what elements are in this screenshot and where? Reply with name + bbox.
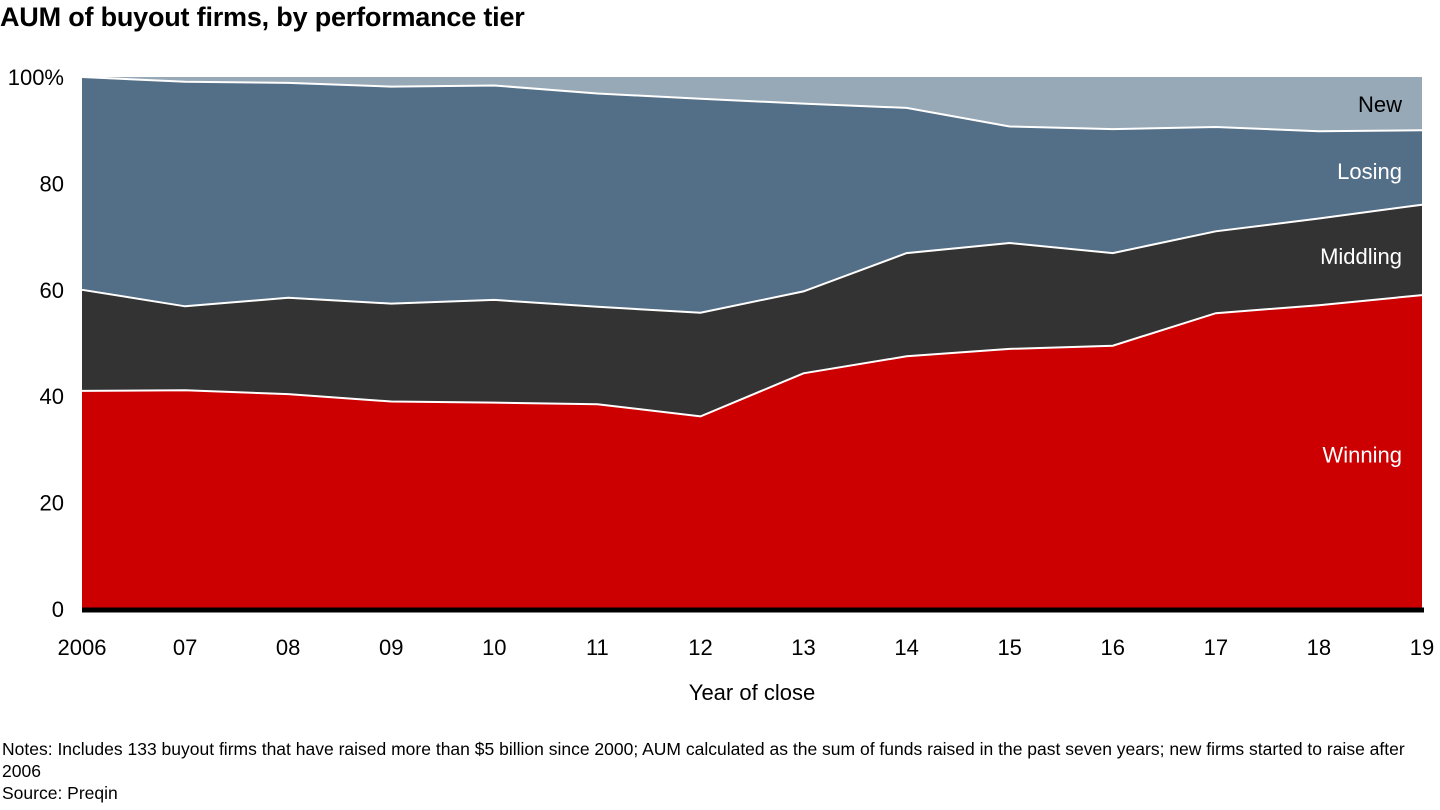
chart-title: AUM of buyout firms, by performance tier xyxy=(0,2,525,32)
x-tick-label: 18 xyxy=(1307,635,1331,660)
area-layers xyxy=(81,76,1423,609)
series-label-winning: Winning xyxy=(1323,443,1402,468)
series-label-losing: Losing xyxy=(1337,159,1402,184)
x-tick-label: 15 xyxy=(997,635,1021,660)
x-tick-label: 19 xyxy=(1410,635,1434,660)
stacked-area-chart: 0 20 40 60 80 100% 2006 07 08 09 10 11 12 13 14 15 16 17… xyxy=(8,65,1435,705)
x-tick-label: 10 xyxy=(482,635,506,660)
series-label-new: New xyxy=(1358,92,1402,117)
x-tick-label: 13 xyxy=(791,635,815,660)
x-tick-label: 09 xyxy=(379,635,403,660)
series-label-middling: Middling xyxy=(1320,244,1402,269)
boundary-line-winning xyxy=(81,294,1423,418)
area-losing xyxy=(82,77,1422,313)
area-middling xyxy=(82,204,1422,417)
source-text: Source: Preqin xyxy=(2,783,118,803)
area-new xyxy=(82,77,1422,132)
y-tick-label: 80 xyxy=(40,171,64,196)
x-tick-label: 12 xyxy=(688,635,712,660)
area-winning xyxy=(82,295,1422,609)
y-axis: 0 20 40 60 80 100% xyxy=(8,65,64,622)
boundary-line-middling xyxy=(81,203,1423,314)
y-tick-label: 100% xyxy=(8,65,64,90)
y-tick-label: 40 xyxy=(40,384,64,409)
x-tick-label: 16 xyxy=(1101,635,1125,660)
boundary-line-losing xyxy=(81,76,1423,133)
x-axis: 2006 07 08 09 10 11 12 13 14 15 16 17 18 19 Year of cl… xyxy=(58,607,1434,705)
x-tick-label: 07 xyxy=(173,635,197,660)
x-tick-label: 2006 xyxy=(58,635,107,660)
x-tick-label: 17 xyxy=(1204,635,1228,660)
y-tick-label: 20 xyxy=(40,491,64,516)
y-tick-label: 0 xyxy=(52,597,64,622)
series-labels: Winning Middling Losing New xyxy=(1320,92,1402,468)
y-tick-label: 60 xyxy=(40,278,64,303)
x-axis-title: Year of close xyxy=(689,680,815,705)
x-tick-label: 11 xyxy=(586,635,609,660)
x-tick-label: 14 xyxy=(894,635,918,660)
chart-notes: Notes: Includes 133 buyout firms that ha… xyxy=(2,738,1438,804)
x-tick-label: 08 xyxy=(276,635,300,660)
notes-text: Notes: Includes 133 buyout firms that ha… xyxy=(2,739,1405,781)
